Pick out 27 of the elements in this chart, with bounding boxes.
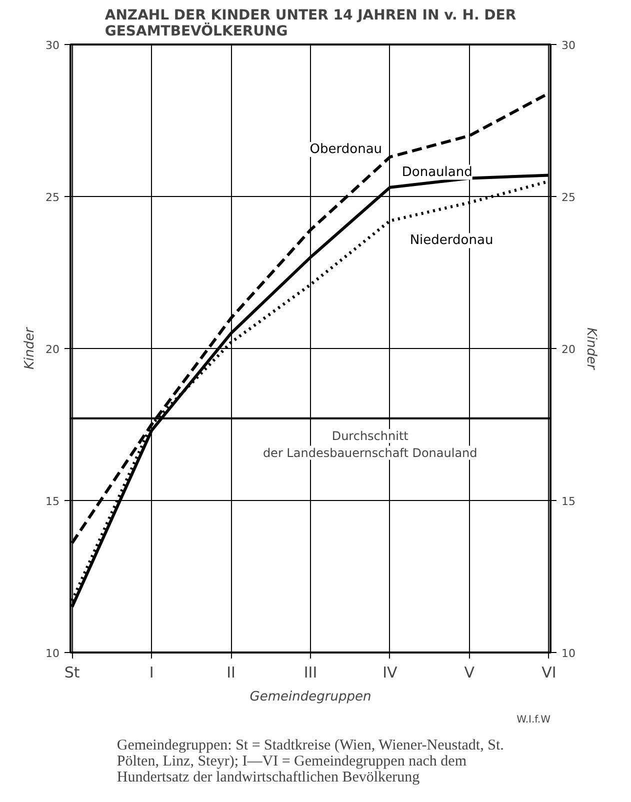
x-tick-label: III xyxy=(304,664,318,682)
series-label: Donauland xyxy=(402,164,472,180)
x-tick-label: VI xyxy=(542,664,556,682)
y-tick-label: 15 xyxy=(46,495,60,508)
y2-tick-label: 30 xyxy=(562,39,576,52)
y2-tick-label: 15 xyxy=(562,495,576,508)
chart-title: ANZAHL DER KINDER UNTER 14 JAHREN IN v. H. DER GESAMTBEVÖLKERUNG xyxy=(104,8,516,40)
y2-tick-label: 20 xyxy=(562,343,576,356)
x-tick-label: I xyxy=(149,664,154,682)
series-label: Niederdonau xyxy=(410,233,494,248)
y-axis-title: Kinder xyxy=(22,326,38,370)
x-tick-label: II xyxy=(226,664,236,682)
y2-tick-label: 10 xyxy=(562,647,576,660)
y2-tick-label: 25 xyxy=(562,191,576,204)
series-label: Oberdonau xyxy=(310,142,382,157)
x-tick-label: IV xyxy=(382,664,398,682)
text: W.I.f.W xyxy=(516,714,551,726)
y-tick-label: 25 xyxy=(46,191,60,204)
x-axis-title: Gemeindegruppen xyxy=(250,690,372,704)
x-tick-label: St xyxy=(64,664,80,682)
x-tick-label: V xyxy=(464,664,476,682)
y-tick-label: 10 xyxy=(46,647,60,660)
y-tick-label: 20 xyxy=(46,343,60,356)
y-tick-label: 30 xyxy=(46,39,60,52)
text: Gemeindegruppen: St = Stadtkreise (Wien, Wiener-Neustadt, St. Pölten, Linz, Steyr); I—VI = Gemeindegruppen nach dem Hundertsatz der landwirtschaftlichen Bevölkerung xyxy=(116,738,504,786)
ref-line-label: Durchschnitt der Landesbauernschaft Donauland xyxy=(262,429,478,460)
y2-axis-title: Kinder xyxy=(583,328,598,372)
